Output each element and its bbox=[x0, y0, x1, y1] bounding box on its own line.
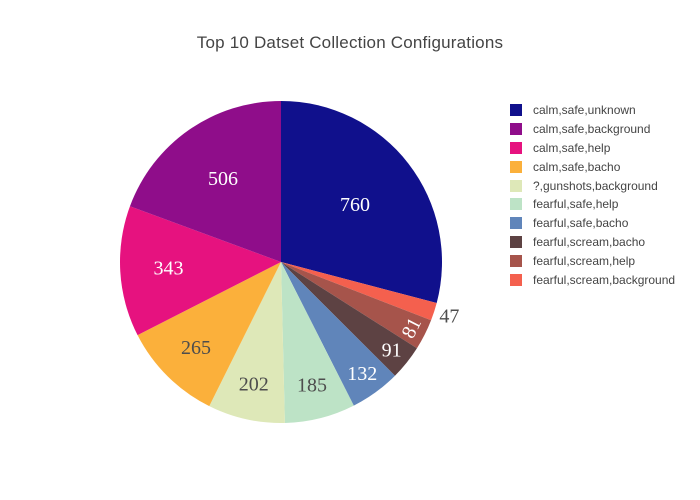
pie-slice-fearful-scream-help[interactable] bbox=[281, 262, 432, 349]
legend-item-fearful-scream-background[interactable]: fearful,scream,background bbox=[510, 270, 675, 289]
legend-item-fearful-scream-help[interactable]: fearful,scream,help bbox=[510, 251, 675, 270]
pie-value-label-calm-safe-bacho: 265 bbox=[181, 337, 211, 359]
legend-item-calm-safe-background[interactable]: calm,safe,background bbox=[510, 120, 675, 139]
legend-item-gunshots-background[interactable]: ?,gunshots,background bbox=[510, 176, 675, 195]
legend-label: fearful,safe,bacho bbox=[533, 216, 629, 231]
legend-swatch bbox=[510, 141, 522, 154]
legend-swatch bbox=[510, 179, 522, 192]
legend-label: calm,safe,bacho bbox=[533, 159, 621, 174]
pie-slice-fearful-scream-bacho[interactable] bbox=[281, 262, 417, 376]
legend-swatch bbox=[510, 254, 522, 267]
pie-slice-calm-safe-background[interactable] bbox=[129, 100, 281, 262]
legend-label: fearful,scream,bacho bbox=[533, 234, 646, 249]
pie-value-label-calm-safe-help: 343 bbox=[154, 258, 184, 280]
legend-swatch bbox=[510, 273, 522, 286]
legend-label: calm,safe,background bbox=[533, 122, 651, 137]
pie-slice-fearful-safe-help[interactable] bbox=[281, 262, 354, 423]
legend-swatch bbox=[510, 160, 522, 173]
pie-slice-gunshots-background[interactable] bbox=[209, 262, 285, 423]
legend-label: fearful,scream,help bbox=[533, 253, 636, 268]
legend-item-fearful-safe-help[interactable]: fearful,safe,help bbox=[510, 195, 675, 214]
pie-slice-fearful-scream-background[interactable] bbox=[281, 262, 437, 321]
legend-item-fearful-safe-bacho[interactable]: fearful,safe,bacho bbox=[510, 214, 675, 233]
pie-slice-calm-safe-unknown[interactable] bbox=[281, 100, 443, 303]
pie-value-label-fearful-scream-background: 47 bbox=[439, 306, 459, 328]
legend-label: fearful,scream,background bbox=[533, 272, 676, 287]
pie-slice-calm-safe-help[interactable] bbox=[120, 206, 281, 336]
pie-slice-fearful-safe-bacho[interactable] bbox=[281, 262, 395, 406]
pie-value-label-calm-safe-unknown: 760 bbox=[340, 194, 370, 216]
legend-swatch bbox=[510, 123, 522, 136]
legend-item-calm-safe-help[interactable]: calm,safe,help bbox=[510, 139, 675, 158]
legend-label: ?,gunshots,background bbox=[533, 178, 658, 193]
legend: calm,safe,unknown calm,safe,background cal… bbox=[510, 101, 675, 289]
pie-value-label-gunshots-background: 202 bbox=[239, 374, 269, 396]
pie-value-label-fearful-safe-bacho: 132 bbox=[347, 363, 377, 385]
legend-swatch bbox=[510, 217, 522, 230]
legend-item-calm-safe-unknown[interactable]: calm,safe,unknown bbox=[510, 101, 675, 120]
legend-swatch bbox=[510, 235, 522, 248]
legend-item-fearful-scream-bacho[interactable]: fearful,scream,bacho bbox=[510, 233, 675, 252]
legend-label: calm,safe,help bbox=[533, 140, 611, 155]
legend-swatch bbox=[510, 198, 522, 211]
pie-slice-calm-safe-bacho[interactable] bbox=[137, 262, 281, 407]
pie-value-label-fearful-safe-help: 185 bbox=[297, 374, 327, 396]
chart-title: Top 10 Datset Collection Configurations bbox=[196, 33, 504, 52]
legend-item-calm-safe-bacho[interactable]: calm,safe,bacho bbox=[510, 157, 675, 176]
legend-label: calm,safe,unknown bbox=[533, 103, 636, 118]
legend-label: fearful,safe,help bbox=[533, 197, 619, 212]
legend-swatch bbox=[510, 104, 522, 117]
pie-value-label-fearful-scream-bacho: 91 bbox=[382, 340, 402, 362]
pie-value-label-calm-safe-background: 506 bbox=[208, 168, 238, 190]
